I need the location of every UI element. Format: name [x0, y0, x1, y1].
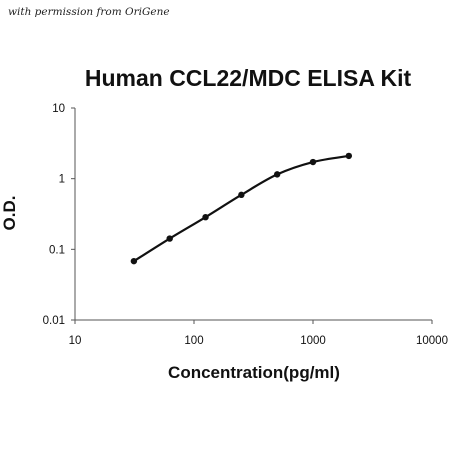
data-point-1: [166, 235, 173, 242]
data-point-0: [130, 257, 138, 265]
data-point-6: [345, 152, 353, 160]
x-axis-label: Concentration(pg/ml): [168, 363, 340, 382]
fit-curve: [133, 154, 350, 263]
y-tick-label: 0.1: [49, 244, 65, 256]
y-tick-label: 10: [52, 103, 65, 115]
x-tick-label: 10: [69, 335, 82, 347]
y-tick-label: 1: [59, 174, 65, 186]
y-axis-label: O.D.: [0, 196, 19, 231]
x-tick-label: 1000: [300, 335, 326, 347]
x-tick-label: 10000: [416, 335, 448, 347]
y-tick-label: 0.01: [43, 315, 65, 327]
data-point-5: [309, 158, 317, 166]
data-point-3: [238, 191, 245, 199]
permission-credit: with permission from OriGene: [8, 6, 170, 18]
chart-axes: [71, 107, 433, 324]
chart-title: Human CCL22/MDC ELISA Kit: [85, 65, 412, 91]
data-points: [130, 152, 353, 265]
x-tick-label: 100: [184, 335, 203, 347]
data-point-2: [202, 213, 209, 221]
tick-labels: 0.01 0.1 1 10 10 100 1000 10000: [43, 103, 448, 347]
data-point-4: [273, 171, 281, 178]
